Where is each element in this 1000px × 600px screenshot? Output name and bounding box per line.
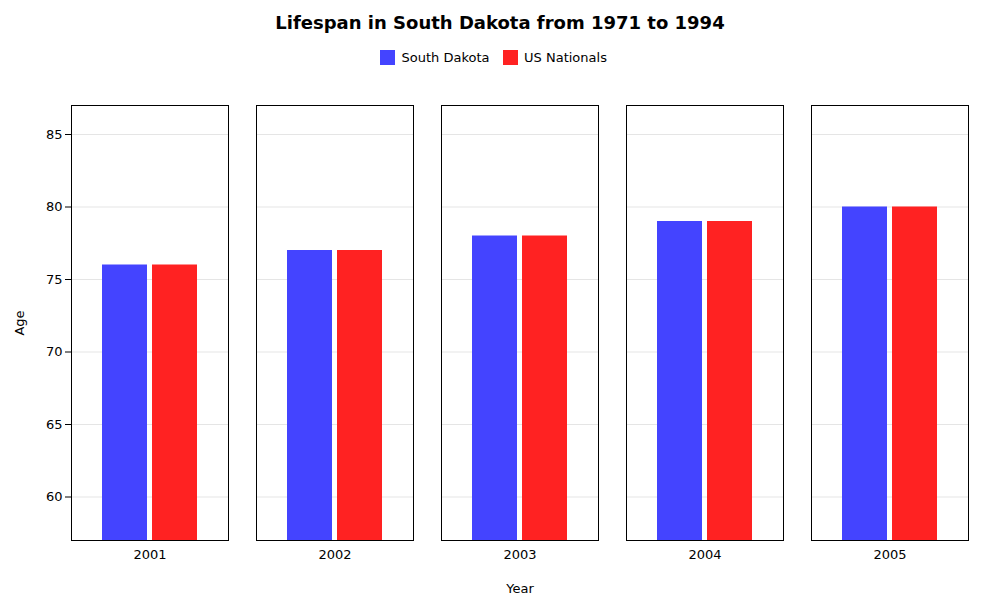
html-text:US Nationals: US Nationals	[524, 50, 607, 65]
svg-text:2003: 2003	[503, 546, 536, 561]
svg-text:2004: 2004	[688, 546, 721, 561]
svg-text:2002: 2002	[318, 546, 351, 561]
svg-text:Year: Year	[505, 580, 534, 595]
svg-text:85: 85	[46, 126, 63, 141]
svg-text:70: 70	[46, 344, 63, 359]
svg-text:75: 75	[46, 271, 63, 286]
svg-text:2001: 2001	[133, 546, 166, 561]
html-text:Lifespan in South Dakota from: Lifespan in South Dakota from 1971 to 19…	[275, 12, 725, 33]
svg-text:Age: Age	[12, 310, 27, 335]
svg-text:60: 60	[46, 489, 63, 504]
svg-text:65: 65	[46, 416, 63, 431]
svg-text:2005: 2005	[873, 546, 906, 561]
html-text:South Dakota: South Dakota	[401, 50, 490, 65]
svg-text:80: 80	[46, 199, 63, 214]
